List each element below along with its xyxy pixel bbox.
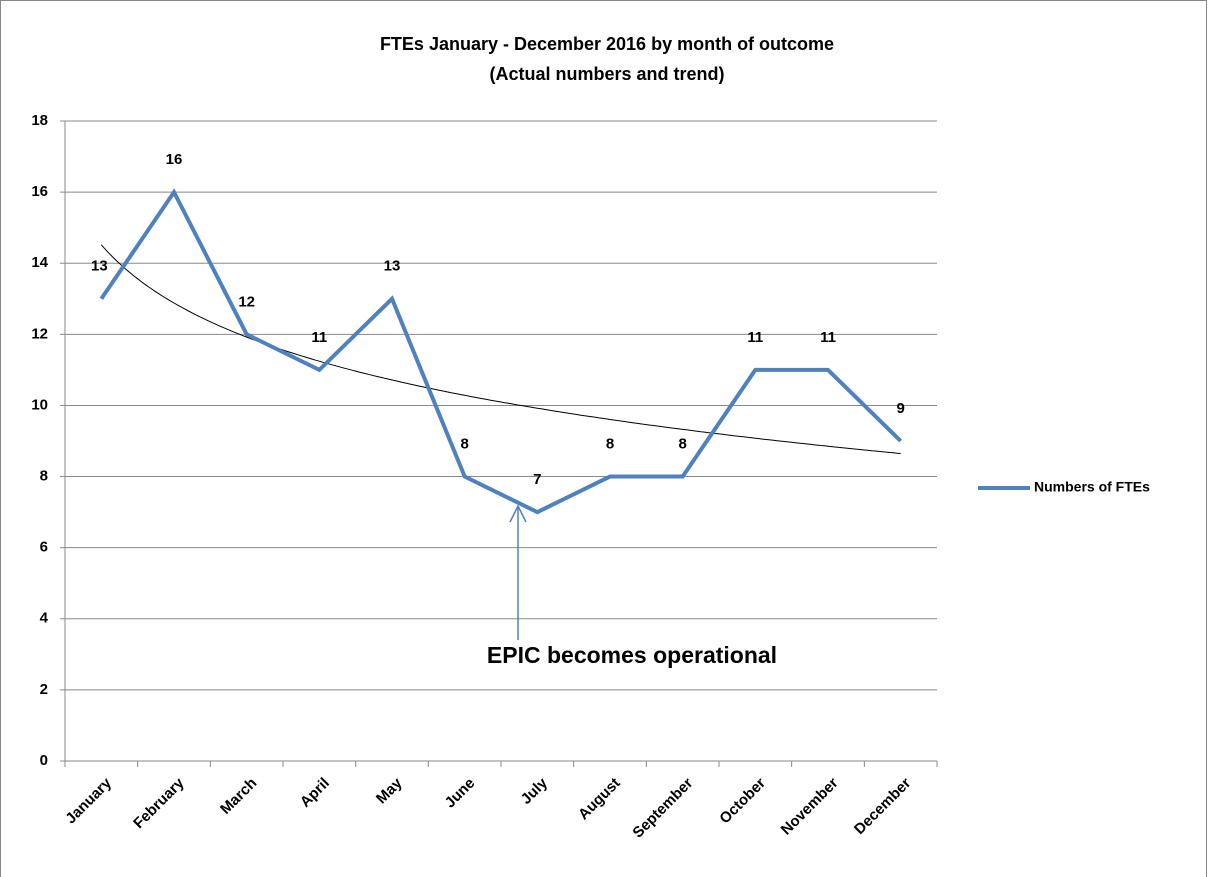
- data-label: 9: [896, 400, 904, 417]
- data-label: 11: [747, 329, 763, 346]
- y-tick-label: 16: [31, 183, 48, 200]
- data-label: 8: [460, 436, 468, 453]
- y-tick-label: 10: [31, 396, 48, 413]
- trend-line: [100, 244, 901, 454]
- y-tick-label: 2: [40, 681, 48, 698]
- y-tick-label: 12: [31, 325, 48, 342]
- chart-subtitle: (Actual numbers and trend): [489, 64, 724, 84]
- legend-label: Numbers of FTEs: [1034, 479, 1150, 495]
- data-label: 8: [606, 436, 614, 453]
- y-tick-label: 6: [40, 539, 48, 556]
- y-tick-label: 18: [31, 112, 48, 129]
- chart-title: FTEs January - December 2016 by month of…: [380, 34, 834, 54]
- data-line: [99, 188, 903, 515]
- annotation-arrowhead: [509, 504, 527, 523]
- y-tick-label: 14: [31, 254, 48, 271]
- data-label: 8: [678, 436, 686, 453]
- y-tick-label: 4: [40, 610, 49, 627]
- y-tick-label: 0: [40, 752, 48, 769]
- data-label: 13: [91, 258, 108, 275]
- data-label: 13: [384, 258, 401, 275]
- data-label: 12: [238, 293, 255, 310]
- data-label: 7: [533, 471, 541, 488]
- data-label: 11: [311, 329, 327, 346]
- data-label: 16: [166, 151, 183, 168]
- annotation: EPIC becomes operational: [487, 642, 777, 668]
- data-label: 11: [820, 329, 836, 346]
- y-tick-label: 8: [40, 468, 48, 485]
